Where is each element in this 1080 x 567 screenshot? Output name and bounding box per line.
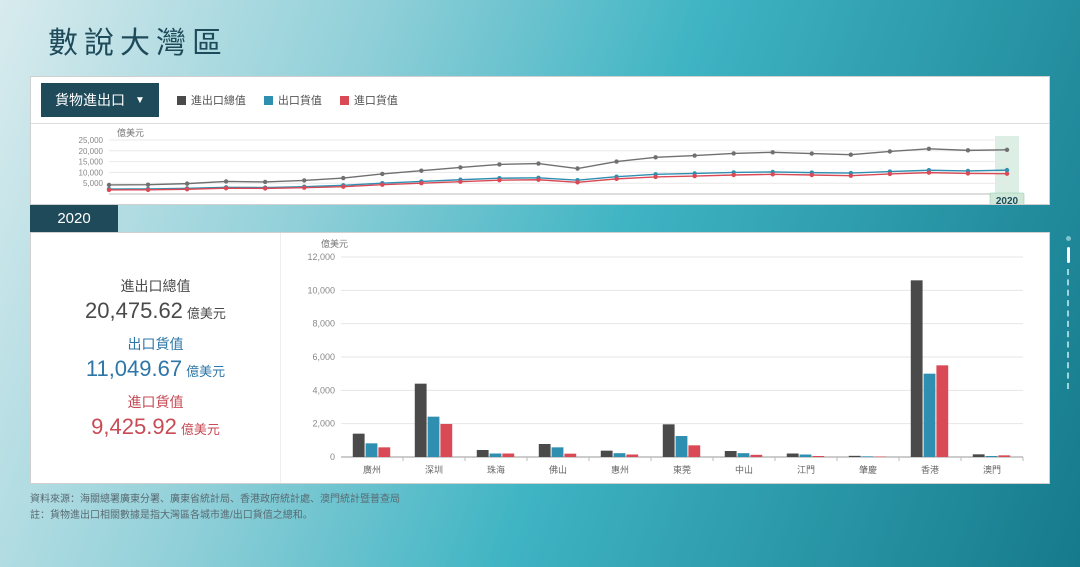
kpi-panel: 進出口總值 20,475.62 億美元 出口貨值 11,049.67 億美元 進口貨… [31, 233, 281, 483]
legend-item-import[interactable]: 進口貨值 [340, 92, 398, 108]
kpi-unit: 億美元 [181, 422, 220, 437]
kpi-label: 出口貨值 [86, 334, 225, 354]
legend-label: 進口貨值 [354, 92, 398, 108]
kpi-unit: 億美元 [187, 306, 226, 321]
svg-text:10,000: 10,000 [307, 285, 335, 295]
svg-text:東莞: 東莞 [673, 464, 691, 475]
svg-text:江門: 江門 [797, 465, 815, 475]
timeline-chart[interactable]: 億美元 5,000 10,00015,000 20,000 25,000 2020 [31, 124, 1049, 204]
metric-selector-label: 貨物進出口 [55, 90, 125, 110]
svg-text:15,000: 15,000 [79, 158, 104, 167]
bar-chart[interactable]: 億美元 0 2,000 4,000 6,000 8,000 10,000 12,000 廣州 深… [281, 233, 1049, 483]
svg-text:10,000: 10,000 [79, 168, 104, 177]
kpi-label: 進出口總值 [85, 276, 226, 296]
legend-label: 出口貨值 [278, 92, 322, 108]
kpi-value: 9,425.92 [91, 414, 177, 439]
footer-note: 註：貨物進出口相關數據是指大灣區各城市進/出口貨值之總和。 [30, 508, 1050, 524]
current-indicator-icon [1067, 247, 1070, 263]
page-title: 數說大灣區 [0, 0, 1080, 76]
legend: 進出口總值 出口貨值 進口貨值 [177, 92, 398, 108]
kpi-export: 出口貨值 11,049.67 億美元 [86, 334, 225, 382]
year-tab[interactable]: 2020 [30, 205, 118, 232]
dot-icon [1066, 236, 1071, 241]
svg-text:0: 0 [330, 452, 335, 462]
dashed-line-icon [1067, 269, 1069, 389]
footer-notes: 資料來源：海關總署廣東分署、廣東省統計局、香港政府統計處、澳門統計暨普查局 註：… [30, 492, 1050, 524]
svg-text:惠州: 惠州 [611, 464, 629, 475]
svg-text:4,000: 4,000 [312, 385, 335, 395]
legend-item-total[interactable]: 進出口總值 [177, 92, 246, 108]
metric-selector[interactable]: 貨物進出口 ▼ [41, 83, 159, 117]
svg-text:佛山: 佛山 [549, 464, 567, 475]
svg-text:8,000: 8,000 [312, 319, 335, 329]
svg-text:25,000: 25,000 [79, 136, 104, 145]
main-panel: 貨物進出口 ▼ 進出口總值 出口貨值 進口貨值 億美元 5,000 10,0001… [30, 76, 1050, 205]
svg-text:2,000: 2,000 [312, 419, 335, 429]
kpi-value: 20,475.62 [85, 298, 183, 323]
chevron-down-icon: ▼ [135, 95, 145, 106]
svg-text:香港: 香港 [921, 464, 939, 475]
square-icon [340, 96, 349, 105]
axis-unit: 億美元 [117, 126, 144, 139]
square-icon [264, 96, 273, 105]
svg-text:5,000: 5,000 [83, 179, 104, 188]
kpi-total: 進出口總值 20,475.62 億美元 [85, 276, 226, 324]
svg-text:12,000: 12,000 [307, 252, 335, 262]
legend-label: 進出口總值 [191, 92, 246, 108]
svg-text:珠海: 珠海 [487, 464, 505, 475]
lower-panel: 進出口總值 20,475.62 億美元 出口貨值 11,049.67 億美元 進口貨… [30, 232, 1050, 484]
kpi-import: 進口貨值 9,425.92 億美元 [91, 392, 220, 440]
side-nav-dots[interactable] [1062, 236, 1074, 389]
top-bar: 貨物進出口 ▼ 進出口總值 出口貨值 進口貨值 [31, 77, 1049, 124]
footer-source: 資料來源：海關總署廣東分署、廣東省統計局、香港政府統計處、澳門統計暨普查局 [30, 492, 1050, 508]
svg-text:20,000: 20,000 [79, 147, 104, 156]
svg-text:深圳: 深圳 [425, 465, 443, 475]
square-icon [177, 96, 186, 105]
kpi-unit: 億美元 [186, 364, 225, 379]
svg-text:6,000: 6,000 [312, 352, 335, 362]
kpi-label: 進口貨值 [91, 392, 220, 412]
svg-text:廣州: 廣州 [363, 464, 381, 475]
svg-text:澳門: 澳門 [983, 464, 1001, 475]
svg-text:2020: 2020 [996, 196, 1019, 204]
axis-unit: 億美元 [321, 237, 348, 250]
svg-text:肇慶: 肇慶 [859, 464, 877, 475]
legend-item-export[interactable]: 出口貨值 [264, 92, 322, 108]
svg-text:中山: 中山 [735, 464, 753, 475]
kpi-value: 11,049.67 [86, 356, 182, 381]
